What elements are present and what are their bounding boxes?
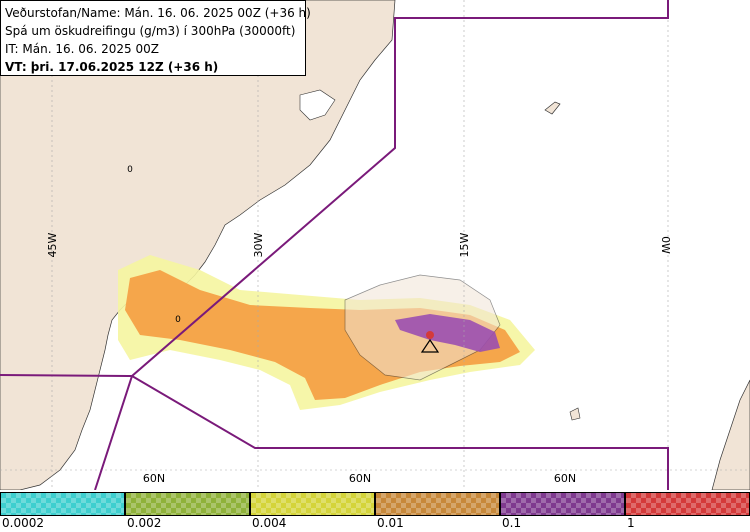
legend-swatch-1: [125, 492, 250, 516]
lat-label-60n-a: 60N: [143, 472, 165, 485]
lon-label-45w: 45W: [46, 232, 59, 257]
legend-swatch-2: [250, 492, 375, 516]
lat-label-60n-b: 60N: [349, 472, 371, 485]
contour-label-a: 0: [127, 165, 133, 175]
fir-boundary: [130, 0, 669, 490]
legend-tick-5: 1: [627, 516, 635, 530]
legend-tick-2: 0.004: [252, 516, 287, 530]
legend-tick-1: 0.002: [127, 516, 162, 530]
info-line-description: Spá um öskudreifingu (g/m3) í 300hPa (30…: [5, 24, 296, 38]
greenland-fjord: [299, 89, 336, 121]
eruption-point: [426, 331, 434, 339]
info-line-valid-time: VT: þri. 17.06.2025 12Z (+36 h): [5, 60, 219, 74]
legend-tick-4: 0.1: [502, 516, 522, 530]
legend-swatch-5: [625, 492, 750, 516]
lon-label-15w: 15W: [458, 232, 471, 257]
ash-zone-high: [395, 314, 500, 352]
jan-mayen-island: [544, 101, 561, 115]
legend-swatch-3: [375, 492, 500, 516]
faroe-islands: [569, 407, 581, 421]
lon-label-0w: 0W: [659, 236, 672, 254]
ash-dispersion-map: 45W 30W 15W 0W 60N 60N 60N 0 0: [0, 0, 750, 490]
fir-boundary-left: [0, 374, 134, 490]
norway-coast: [711, 379, 750, 490]
forecast-info-box: Veðurstofan/Name: Mán. 16. 06. 2025 00Z …: [0, 0, 311, 76]
legend-tick-3: 0.01: [377, 516, 404, 530]
concentration-legend: 0.0002 0.002 0.004 0.01 0.1 1: [0, 490, 750, 532]
legend-swatch-0: [0, 492, 125, 516]
volcano-icon: [420, 338, 440, 353]
legend-swatch-4: [500, 492, 625, 516]
info-line-issue-time: IT: Mán. 16. 06. 2025 00Z: [5, 42, 159, 56]
info-line-agency: Veðurstofan/Name: Mán. 16. 06. 2025 00Z …: [5, 6, 311, 20]
lon-label-30w: 30W: [252, 232, 265, 257]
legend-tick-0: 0.0002: [2, 516, 44, 530]
contour-label-b: 0: [175, 315, 181, 325]
lat-label-60n-c: 60N: [554, 472, 576, 485]
